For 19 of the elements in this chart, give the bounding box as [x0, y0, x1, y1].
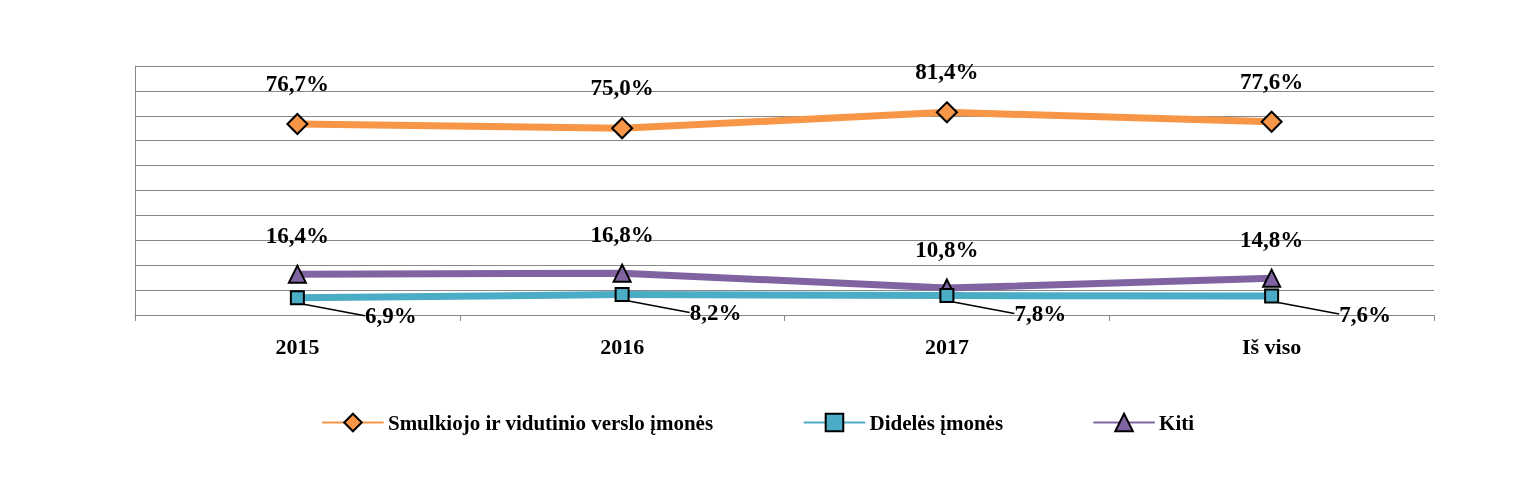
data-label: 14,8% [1240, 226, 1304, 252]
x-tick-label: 2017 [924, 333, 969, 359]
legend-label: Smulkiojo ir vidutinio verslo įmonės [387, 410, 714, 435]
data-label: 16,4% [265, 222, 329, 248]
data-label: 77,6% [1240, 68, 1304, 94]
data-label: 10,8% [915, 236, 979, 262]
x-tick-label: 2016 [600, 333, 645, 359]
legend-label: Kiti [1159, 410, 1195, 435]
data-label: 76,7% [265, 71, 329, 97]
legend-label: Didelės įmonės [869, 410, 1004, 435]
data-label: 8,2% [689, 300, 742, 326]
data-label: 75,0% [590, 75, 654, 101]
data-label: 6,9% [364, 303, 417, 329]
data-label: 81,4% [915, 59, 979, 85]
data-label: 16,8% [590, 221, 654, 247]
x-tick-label: 2015 [275, 333, 320, 359]
data-label: 7,8% [1014, 301, 1067, 327]
data-label: 7,6% [1339, 301, 1391, 327]
x-tick-label: Iš viso [1241, 333, 1302, 359]
